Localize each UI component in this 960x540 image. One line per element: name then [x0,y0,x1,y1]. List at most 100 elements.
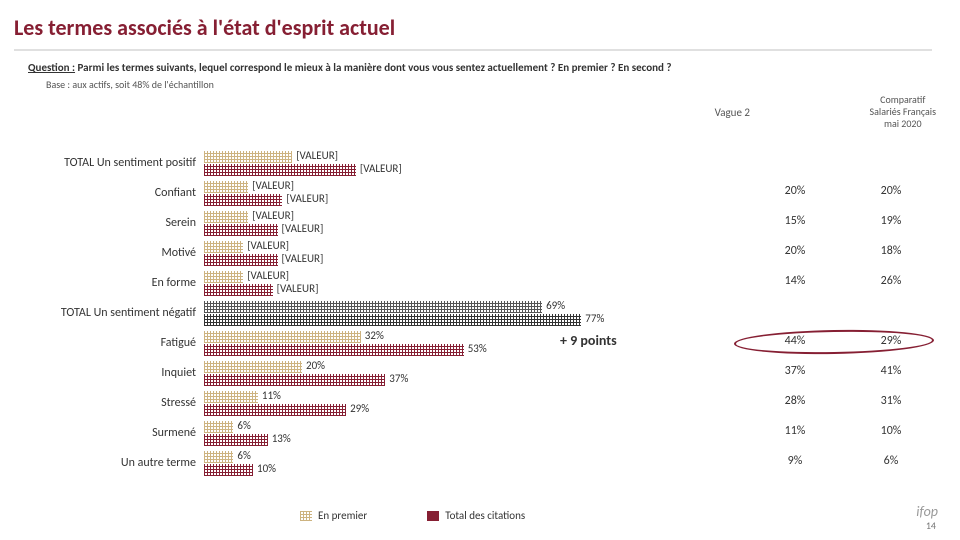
bar-s2 [204,224,278,236]
bar-label-s1: 69% [546,299,565,312]
bar-label-s2: [VALEUR] [286,192,328,205]
bars-container: 11% 29% [204,388,694,418]
category-label: Surmené [14,426,204,440]
bars-container: [VALEUR][VALEUR] [204,178,694,208]
bars-container: [VALEUR][VALEUR] [204,208,694,238]
bar-label-s1: [VALEUR] [252,179,294,192]
vague2-value: 11% [750,424,840,438]
question-text: Parmi les termes suivants, lequel corres… [78,61,672,74]
category-label: Inquiet [14,366,204,380]
bar-s2 [204,164,356,176]
bar-label-s1: 11% [262,389,281,402]
category-label: Motivé [14,246,204,260]
bar-label-s1: [VALEUR] [296,149,338,162]
bar-s1 [204,211,248,223]
chart-row: Surmené 6% 13% [14,418,704,448]
bar-label-s1: [VALEUR] [247,269,289,282]
comparatif-value: 20% [846,184,936,198]
bar-s2 [204,344,464,356]
bars-container: [VALEUR][VALEUR] [204,238,694,268]
comparatif-value: 26% [846,274,936,288]
comparatif-value: 41% [846,364,936,378]
comparatif-value: 6% [846,454,936,468]
bar-label-s1: 20% [306,359,325,372]
vague2-header: Vague 2 [715,106,750,119]
logo: ifop [916,503,938,520]
bar-label-s2: 29% [350,402,369,415]
page-number: 14 [926,519,936,532]
vague2-value: 15% [750,214,840,228]
bars-container: [VALEUR][VALEUR] [204,268,694,298]
vague2-value: 28% [750,394,840,408]
legend-en-premier: En premier [300,509,367,522]
legend-label-2: Total des citations [445,509,525,522]
bar-chart: TOTAL Un sentiment positif[VALEUR][VALEU… [14,148,704,478]
vague2-value: 37% [750,364,840,378]
comparatif-value: 18% [846,244,936,258]
category-label: Serein [14,216,204,230]
highlight-circle [734,328,934,355]
bar-label-s1: [VALEUR] [252,209,294,222]
bar-label-s2: 37% [389,372,408,385]
bar-s2 [204,314,581,326]
bar-label-s2: 13% [272,432,291,445]
bar-s1 [204,361,302,373]
chart-row: Stressé 11% 29% [14,388,704,418]
bar-s2 [204,434,268,446]
question-label: Question : [28,61,75,74]
bar-label-s1: [VALEUR] [247,239,289,252]
bar-s1 [204,271,243,283]
vague2-value: 20% [750,184,840,198]
plus9-annotation: + 9 points [560,332,617,349]
bar-label-s2: 10% [257,462,276,475]
chart-row: Serein[VALEUR][VALEUR] [14,208,704,238]
chart-legend: En premier Total des citations [300,509,525,522]
base-text: Base : aux actifs, soit 48% de l'échanti… [46,78,932,91]
chart-row: TOTAL Un sentiment positif[VALEUR][VALEU… [14,148,704,178]
bar-s1 [204,151,292,163]
bar-s1 [204,181,248,193]
bar-s1 [204,331,361,343]
legend-swatch-2 [427,511,439,521]
chart-row: Un autre terme 6% 10% [14,448,704,478]
category-label: Confiant [14,186,204,200]
bar-label-s1: 6% [237,419,250,432]
comparatif-value: 10% [846,424,936,438]
bar-s2 [204,254,278,266]
bar-label-s2: 77% [585,312,604,325]
legend-total-citations: Total des citations [427,509,525,522]
chart-row: TOTAL Un sentiment négatif 69% 77% [14,298,704,328]
bar-s1 [204,391,258,403]
vague2-value: 14% [750,274,840,288]
chart-row: Confiant[VALEUR][VALEUR] [14,178,704,208]
bar-label-s1: 6% [237,449,250,462]
chart-row: En forme[VALEUR][VALEUR] [14,268,704,298]
bar-s1 [204,421,233,433]
bars-container: 6% 13% [204,418,694,448]
comparatif-value: 19% [846,214,936,228]
question-line: Question : Parmi les termes suivants, le… [28,61,932,74]
bar-s1 [204,301,542,313]
category-label: En forme [14,276,204,290]
bar-s2 [204,374,385,386]
vague2-value: 20% [750,244,840,258]
category-label: Stressé [14,396,204,410]
comparatif-value: 31% [846,394,936,408]
comparatif-header: Comparatif Salariés Français mai 2020 [870,94,936,130]
page-title: Les termes associés à l'état d'esprit ac… [14,14,932,41]
cmp-l3: mai 2020 [870,118,936,130]
bar-s2 [204,464,253,476]
chart-row: Motivé[VALEUR][VALEUR] [14,238,704,268]
bar-s1 [204,451,233,463]
category-label: Un autre terme [14,456,204,470]
chart-row: Inquiet 20% 37% [14,358,704,388]
bars-container: [VALEUR][VALEUR] [204,148,694,178]
bar-s1 [204,241,243,253]
bars-container: 32%53% [204,328,694,358]
bar-s2 [204,284,273,296]
category-label: TOTAL Un sentiment négatif [14,306,204,320]
bars-container: 20% 37% [204,358,694,388]
bar-label-s2: [VALEUR] [282,222,324,235]
legend-label-1: En premier [318,509,367,522]
legend-swatch-1 [300,511,312,521]
